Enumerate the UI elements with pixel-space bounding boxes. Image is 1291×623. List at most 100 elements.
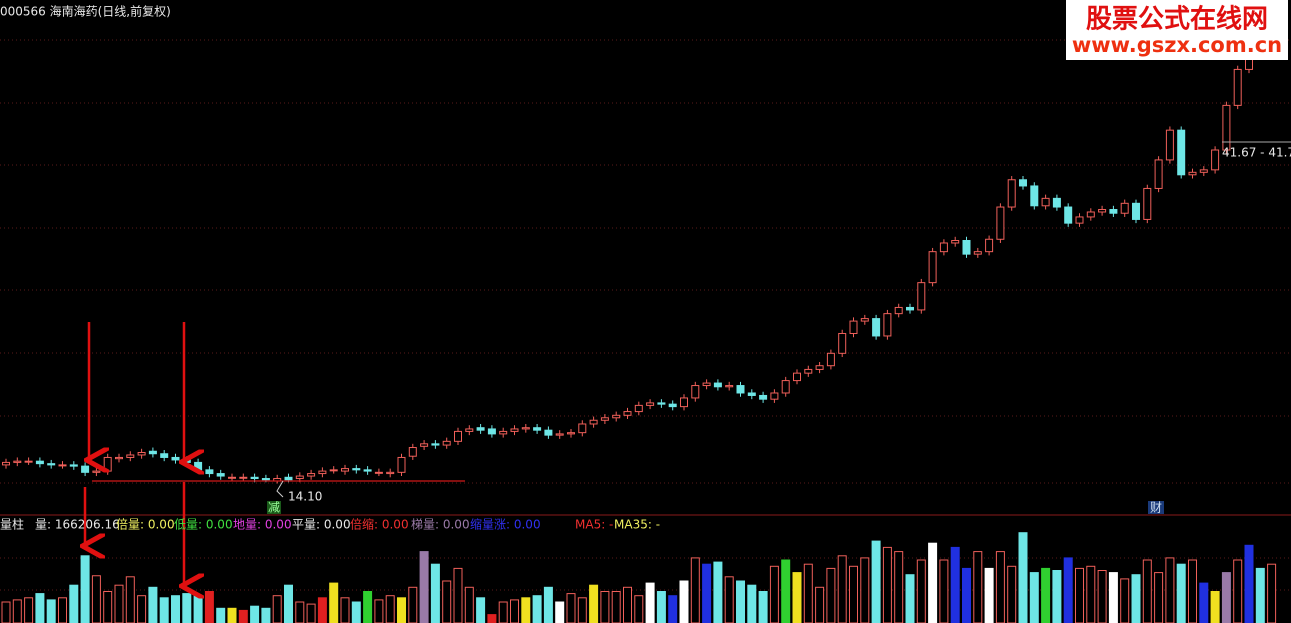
volume-bar <box>1052 570 1062 623</box>
candle-body <box>228 476 236 479</box>
volume-bar <box>1108 572 1118 623</box>
volume-bar <box>1041 567 1051 623</box>
candle-body <box>1098 209 1107 213</box>
volume-bar <box>928 542 938 623</box>
candle-body <box>1075 216 1084 224</box>
legend-item: 量: 166206.16 <box>35 518 120 532</box>
legend-item: 梯量: 0.00 <box>411 518 470 532</box>
candle-body <box>1222 104 1231 151</box>
volume-bar <box>69 584 79 623</box>
volume-bar <box>769 565 779 623</box>
candle-body <box>1165 129 1174 161</box>
volume-bar <box>668 595 678 623</box>
volume-bar <box>284 584 293 623</box>
candle-body <box>612 414 621 419</box>
candle-body <box>1030 185 1039 207</box>
volume-bar <box>600 591 610 623</box>
candle-body <box>386 471 395 475</box>
candle-body <box>261 478 270 481</box>
candle-body <box>103 456 112 472</box>
candle-body <box>352 468 361 471</box>
volume-bar <box>679 580 689 623</box>
volume-bar <box>1086 565 1096 623</box>
logo-url: www.gszx.com.cn <box>1072 33 1282 57</box>
volume-bar <box>453 567 463 623</box>
volume-bar <box>1199 582 1209 623</box>
volume-bar <box>803 563 813 623</box>
grid <box>0 39 1291 591</box>
legend-item: 地量: 0.00 <box>233 518 292 532</box>
legend-item: 倍量: 0.00 <box>116 517 175 532</box>
legend-item: 低量: 0.00 <box>174 518 233 532</box>
volume-bar <box>238 609 248 623</box>
legend-item: MA5: - <box>575 518 613 532</box>
volume-bar <box>1131 574 1141 623</box>
candle-body <box>284 476 293 481</box>
candle-body <box>567 432 575 435</box>
event-label: 财 <box>1150 501 1162 515</box>
volume-bar <box>125 576 135 623</box>
candle-body <box>1064 206 1073 224</box>
volume-bar <box>329 582 339 623</box>
volume-bar <box>148 586 158 623</box>
volume-bar <box>374 599 384 623</box>
legend-item: 平量: 0.00 <box>292 518 351 532</box>
volume-bar <box>1075 567 1084 623</box>
candle-body <box>939 242 948 253</box>
candle-body <box>442 440 451 446</box>
candle-body <box>826 352 835 367</box>
volume-bar <box>973 551 983 623</box>
candle-body <box>894 306 903 315</box>
volume-bar <box>91 575 101 623</box>
candle-body <box>35 460 44 465</box>
volume-bar <box>656 591 666 623</box>
volume-bar <box>35 593 45 623</box>
volume-bar <box>80 555 90 623</box>
candle-body <box>973 251 982 255</box>
candle-body <box>115 456 123 460</box>
volume-bar <box>408 586 418 623</box>
volume-bar <box>758 591 768 623</box>
candle-body <box>951 240 960 244</box>
candle-body <box>996 206 1005 240</box>
candle-body <box>781 380 790 394</box>
volume-bar <box>295 601 305 623</box>
candle-body <box>329 469 338 472</box>
volume-bar <box>860 557 870 623</box>
candle-body <box>431 443 440 446</box>
candle-body <box>307 473 316 477</box>
volume-bar <box>204 591 214 623</box>
candle-body <box>883 313 892 337</box>
volume-bar <box>498 601 508 623</box>
volume-bar <box>882 546 892 623</box>
candle-body <box>770 392 779 400</box>
volume-bar <box>905 574 915 623</box>
volume-bar <box>690 557 700 623</box>
volume-bar <box>114 584 124 623</box>
candle-body <box>657 402 666 405</box>
volume-bar <box>250 605 260 623</box>
candle-body <box>420 443 429 447</box>
candle-body <box>341 468 349 472</box>
candle-body <box>623 411 632 416</box>
candle-body <box>1052 197 1061 208</box>
logo-name: 股票公式在线网 <box>1086 5 1268 35</box>
candle-body <box>1109 209 1118 214</box>
candle-body <box>216 473 225 477</box>
candle-body <box>126 454 135 458</box>
volume-bar <box>577 597 587 623</box>
volume-bar <box>363 591 373 623</box>
volume-bar <box>510 599 519 623</box>
candle-body <box>759 394 768 400</box>
volume-bar <box>916 559 926 623</box>
candle-body <box>804 368 813 374</box>
volume-bar <box>623 586 632 623</box>
candle-body <box>13 460 22 463</box>
candle-body <box>815 365 824 370</box>
candle-body <box>408 447 417 457</box>
candle-body <box>318 470 327 475</box>
candle-body <box>1132 202 1140 220</box>
volume-bar <box>724 576 734 623</box>
